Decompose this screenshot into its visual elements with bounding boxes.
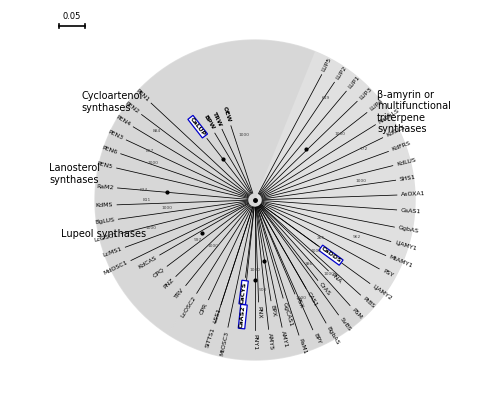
Text: AsOXA1: AsOXA1 xyxy=(401,192,425,198)
Text: 649: 649 xyxy=(322,96,330,100)
Text: SHS1: SHS1 xyxy=(399,175,416,182)
Text: LSS1: LSS1 xyxy=(213,308,222,324)
Text: 1000: 1000 xyxy=(208,244,219,248)
Text: LcOSC2: LcOSC2 xyxy=(180,295,197,318)
Text: PSX: PSX xyxy=(294,296,304,309)
Text: PEN1: PEN1 xyxy=(135,88,150,102)
Text: CAS1: CAS1 xyxy=(306,290,318,307)
Text: 811: 811 xyxy=(143,198,151,202)
Text: PEN5: PEN5 xyxy=(97,161,113,170)
Text: 1000: 1000 xyxy=(323,272,334,276)
Text: KdCAS: KdCAS xyxy=(137,255,158,270)
Text: 500: 500 xyxy=(259,288,267,292)
Text: KdFRS: KdFRS xyxy=(391,141,412,152)
Text: BPY: BPY xyxy=(312,332,321,345)
Text: 1000: 1000 xyxy=(295,296,306,300)
Text: 0.05: 0.05 xyxy=(63,12,81,21)
Text: KdLUS: KdLUS xyxy=(396,158,416,167)
Text: 884: 884 xyxy=(152,129,161,133)
Text: KdMS: KdMS xyxy=(96,202,113,208)
Text: PEN6: PEN6 xyxy=(101,145,118,155)
Text: 997: 997 xyxy=(194,238,202,242)
Text: 265: 265 xyxy=(316,236,325,240)
Text: BgbAS: BgbAS xyxy=(326,325,340,345)
Text: LUP4: LUP4 xyxy=(369,99,384,112)
Text: CaCYS: CaCYS xyxy=(240,281,248,304)
Wedge shape xyxy=(95,186,255,334)
Text: BPX: BPX xyxy=(269,304,276,317)
Text: SiTTS1: SiTTS1 xyxy=(205,327,216,348)
Text: 962: 962 xyxy=(352,235,360,239)
Text: CPQ: CPQ xyxy=(152,267,165,278)
Text: AMY1: AMY1 xyxy=(281,330,289,348)
Text: TRW: TRW xyxy=(211,110,223,127)
Text: GgbAS: GgbAS xyxy=(398,226,419,234)
Text: TRV: TRV xyxy=(174,287,185,300)
Text: LUP1: LUP1 xyxy=(347,75,360,90)
Text: CrAS: CrAS xyxy=(318,282,332,297)
Text: PaM1: PaM1 xyxy=(298,338,307,355)
Text: PtBS: PtBS xyxy=(362,296,376,309)
Text: CaAS2: CaAS2 xyxy=(239,305,246,328)
Text: CPR: CPR xyxy=(199,302,209,316)
Text: NabaLS: NabaLS xyxy=(378,108,401,125)
Text: MtOSC3: MtOSC3 xyxy=(219,330,229,356)
Text: OEW: OEW xyxy=(222,106,232,123)
Text: 867: 867 xyxy=(146,149,154,153)
Text: Lupeol synthases: Lupeol synthases xyxy=(61,229,146,239)
Text: 1000: 1000 xyxy=(148,161,159,165)
Text: LJAMY1: LJAMY1 xyxy=(394,240,417,252)
Text: PNX: PNX xyxy=(256,306,261,319)
Text: 772: 772 xyxy=(359,147,368,151)
Text: BPW: BPW xyxy=(202,114,215,131)
Text: PNZ: PNZ xyxy=(162,277,175,290)
Text: PNA: PNA xyxy=(329,272,342,284)
Text: LUP2: LUP2 xyxy=(335,65,348,80)
Text: 1000: 1000 xyxy=(238,133,249,137)
Text: PEN3: PEN3 xyxy=(107,129,124,140)
Text: Lanosterol
synthases: Lanosterol synthases xyxy=(49,163,100,185)
Text: CaLUP: CaLUP xyxy=(189,116,206,137)
Text: RaM2: RaM2 xyxy=(96,184,114,190)
Text: MdOSC1: MdOSC1 xyxy=(102,260,129,276)
Text: AMY5: AMY5 xyxy=(267,333,273,351)
Text: GsAS1: GsAS1 xyxy=(401,208,421,214)
Text: PEN2: PEN2 xyxy=(124,100,140,114)
Text: β-amyrin or
multifunctional
triterpene
synthases: β-amyrin or multifunctional triterpene s… xyxy=(377,90,451,134)
Text: MtAMY1: MtAMY1 xyxy=(389,255,413,269)
Text: PNY1: PNY1 xyxy=(252,334,258,350)
Text: 1000: 1000 xyxy=(311,250,322,254)
Text: PSM: PSM xyxy=(351,307,363,320)
Text: 1000: 1000 xyxy=(356,179,367,183)
Text: CaDDS: CaDDS xyxy=(320,246,342,264)
Text: LcMS1: LcMS1 xyxy=(102,246,122,258)
Text: GgCAS1: GgCAS1 xyxy=(282,301,293,327)
Text: LcOSC1: LcOSC1 xyxy=(93,232,118,243)
Text: KdGLS: KdGLS xyxy=(385,125,406,138)
Text: LJAMY2: LJAMY2 xyxy=(372,284,393,301)
Text: 1000: 1000 xyxy=(250,268,261,272)
Text: LUP5: LUP5 xyxy=(321,56,333,72)
Text: 1000: 1000 xyxy=(145,226,156,230)
Text: 1000: 1000 xyxy=(335,132,346,136)
Text: LUP3: LUP3 xyxy=(358,86,373,100)
Wedge shape xyxy=(168,200,362,360)
Text: SvBS: SvBS xyxy=(339,317,352,332)
Text: 386: 386 xyxy=(305,262,313,266)
Circle shape xyxy=(95,40,415,360)
Text: 624: 624 xyxy=(139,188,148,192)
Text: Cycloartenol
synthases: Cycloartenol synthases xyxy=(81,91,142,113)
Text: 1000: 1000 xyxy=(162,206,173,210)
Text: BgLUS: BgLUS xyxy=(94,217,115,225)
Text: PEN4: PEN4 xyxy=(115,114,131,127)
Wedge shape xyxy=(96,40,315,200)
Text: PSY: PSY xyxy=(381,268,394,278)
